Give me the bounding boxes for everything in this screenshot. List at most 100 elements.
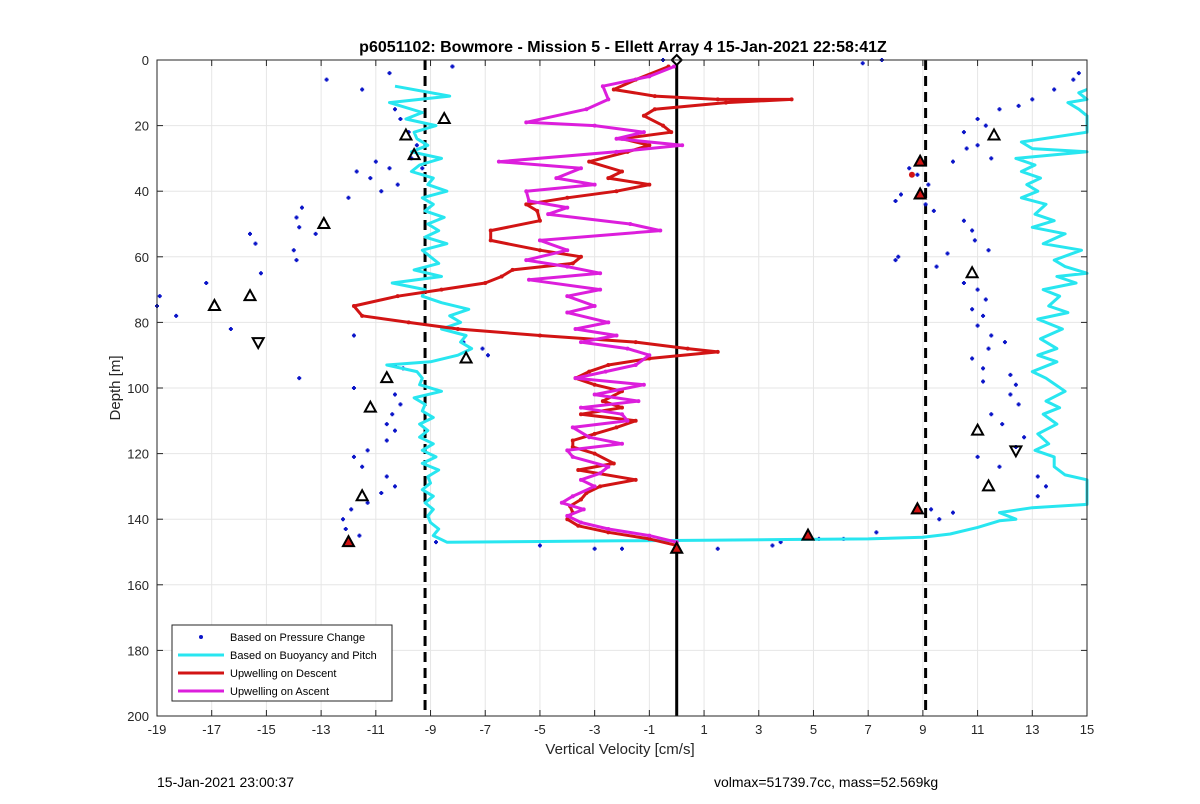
series-vertex [598, 471, 603, 476]
triangle-up-marker [354, 488, 370, 502]
series-vertex [715, 97, 720, 102]
triangle-up-marker [970, 422, 985, 436]
data-point [398, 117, 403, 122]
series-vertex [565, 294, 570, 299]
series-vertex [535, 208, 540, 213]
legend-swatch-dot [199, 635, 203, 639]
triangle-up-marker [242, 288, 258, 302]
series-vertex [578, 166, 583, 171]
series-vertex [587, 435, 592, 440]
data-point [384, 474, 389, 479]
series-vertex [592, 382, 597, 387]
series-vertex [537, 238, 542, 243]
series-vertex [510, 267, 515, 272]
data-point [1013, 382, 1018, 387]
series-vertex [606, 527, 611, 532]
data-point [961, 130, 966, 135]
series-vertex [592, 431, 597, 436]
chart-title: p6051102: Bowmore - Mission 5 - Ellett A… [359, 39, 887, 56]
series-vertex [592, 392, 597, 397]
series-line-based-on-buoyancy-and-pitch-group [385, 84, 1089, 544]
series-vertex [573, 376, 578, 381]
data-point [341, 517, 345, 522]
series-vertex [600, 399, 605, 404]
series-vertex [565, 264, 570, 269]
y-tick-label: 40 [135, 184, 149, 199]
series-vertex [620, 169, 624, 174]
data-point [485, 353, 490, 358]
series-vertex [633, 477, 638, 482]
series-vertex [614, 136, 619, 141]
series-vertex [647, 74, 652, 79]
triangle-up-marker [316, 215, 332, 229]
series-vertex [633, 340, 638, 345]
series-vertex [715, 349, 720, 354]
data-point [986, 346, 991, 351]
x-tick-label: -5 [534, 722, 546, 737]
data-point [157, 294, 162, 299]
series-vertex [559, 500, 564, 505]
series-vertex [652, 107, 657, 112]
data-point [934, 264, 939, 269]
data-point [346, 195, 351, 200]
data-point [983, 297, 988, 302]
data-point [929, 507, 934, 512]
triangle-up-marker [981, 478, 996, 492]
data-point [1016, 103, 1021, 108]
series-vertex [573, 326, 578, 331]
triangle-up-marker [800, 527, 816, 541]
series-vertex [524, 189, 529, 194]
series-vertex [578, 497, 583, 502]
data-point [379, 490, 384, 495]
series-vertex [537, 248, 542, 253]
series-vertex [606, 97, 611, 102]
x-tick-label: -13 [312, 722, 331, 737]
data-point [357, 533, 362, 538]
data-point [1002, 340, 1007, 345]
data-point [360, 464, 365, 469]
data-point [299, 205, 304, 210]
series-vertex [584, 107, 589, 112]
legend-label: Based on Buoyancy and Pitch [230, 650, 377, 662]
y-axis-ticks: 0 20 40 60 80 100 120 140 160 180 200 [127, 53, 1087, 724]
triangle-up-marker [910, 501, 925, 515]
data-point [986, 248, 991, 253]
data-point [923, 202, 928, 207]
series-vertex [606, 464, 611, 469]
series-vertex [603, 369, 608, 374]
data-point [981, 366, 986, 371]
data-point [392, 484, 397, 489]
x-tick-label: -19 [148, 722, 167, 737]
series-vertex [592, 484, 597, 489]
data-point [989, 333, 994, 338]
series-vertex [606, 363, 611, 368]
series-vertex [578, 405, 583, 410]
series-vertex [570, 494, 575, 499]
x-tick-label: 11 [971, 722, 985, 737]
data-point [291, 248, 296, 253]
series-vertex [527, 199, 531, 204]
data-point [349, 507, 354, 512]
triangle-up-marker [379, 370, 394, 384]
series-vertex [565, 205, 570, 210]
data-point [770, 543, 775, 548]
x-tick-label: 3 [755, 722, 762, 737]
series-vertex [488, 238, 493, 243]
triangle-up-marker [669, 540, 684, 554]
data-point [1043, 484, 1048, 489]
data-point [228, 326, 233, 331]
data-point [1022, 435, 1027, 440]
data-point [964, 146, 969, 151]
data-point [592, 546, 597, 551]
data-point [392, 392, 397, 397]
series-vertex [671, 64, 676, 69]
series-vertex [652, 94, 657, 99]
data-point [893, 258, 898, 263]
series-vertex [524, 120, 529, 125]
series-vertex [576, 523, 581, 528]
series-vertex [360, 313, 365, 318]
series-vertex [614, 425, 619, 430]
data-point [395, 182, 400, 187]
series-vertex [614, 149, 619, 154]
data-point [351, 333, 356, 338]
